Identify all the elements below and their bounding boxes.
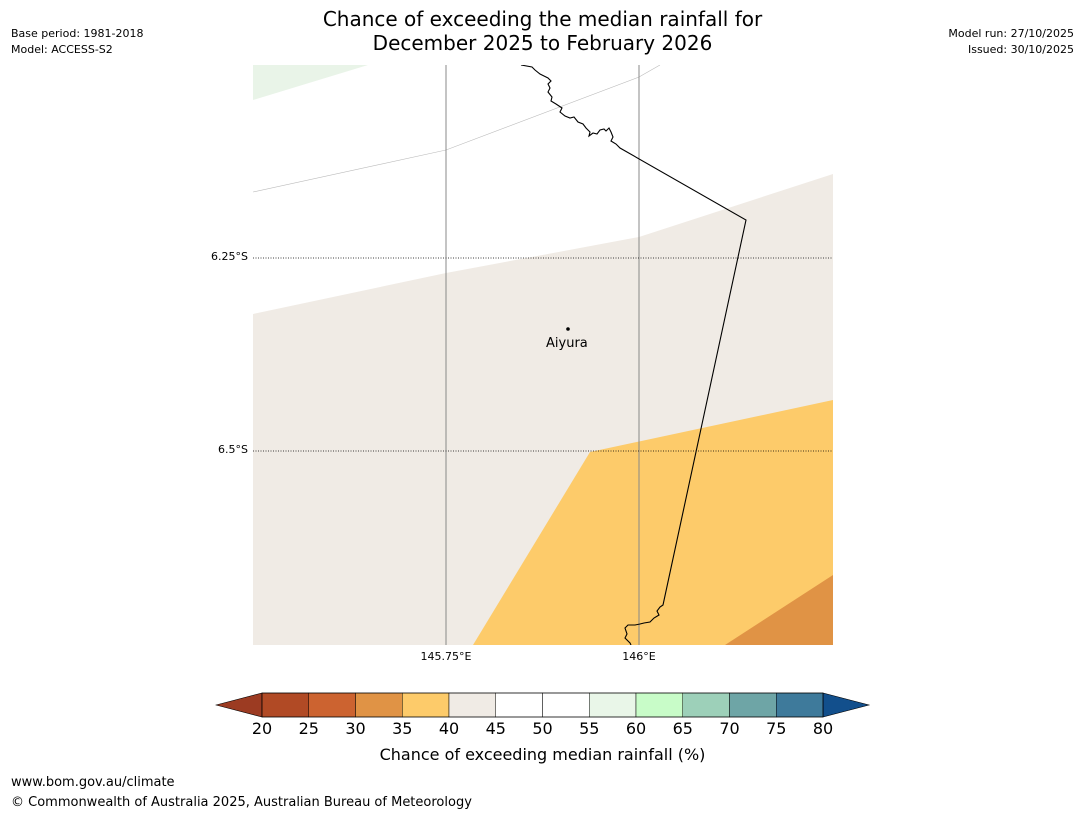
band-55-60-region <box>253 65 368 100</box>
colorbar-tick-label: 40 <box>438 719 460 738</box>
colorbar-tick-label: 70 <box>719 719 740 738</box>
footer-url: www.bom.gov.au/climate <box>11 775 175 790</box>
aiyura-location-marker <box>566 327 570 331</box>
colorbar-tick-label: 80 <box>812 719 834 738</box>
band-30-35-region <box>725 575 833 645</box>
colorbar-tick-label: 65 <box>672 719 693 738</box>
colorbar-segment <box>308 692 356 718</box>
colorbar-under-arrow <box>215 692 263 718</box>
colorbar <box>215 692 871 718</box>
colorbar-tick-label: 20 <box>251 719 273 738</box>
colorbar-segment <box>402 692 450 718</box>
colorbar-over-arrow <box>822 692 871 718</box>
colorbar-segment <box>448 692 496 718</box>
longitude-label-146e: 146°E <box>622 650 656 663</box>
metadata-right: Model run: 27/10/2025 Issued: 30/10/2025 <box>948 26 1074 58</box>
colorbar-tick-label: 25 <box>298 719 319 738</box>
base-period-text: Base period: 1981-2018 <box>11 27 144 40</box>
colorbar-segment <box>261 692 309 718</box>
map-title-line-1: Chance of exceeding the median rainfall … <box>322 7 763 31</box>
model-run-text: Model run: 27/10/2025 <box>948 27 1074 40</box>
contour-line <box>253 65 661 193</box>
colorbar-segment <box>542 692 590 718</box>
colorbar-segment <box>635 692 683 718</box>
metadata-left: Base period: 1981-2018 Model: ACCESS-S2 <box>11 26 143 58</box>
colorbar-label: Chance of exceeding median rainfall (%) <box>379 745 706 764</box>
latitude-label-6-5s: 6.5°S <box>218 443 248 456</box>
colorbar-tick-label: 30 <box>345 719 366 738</box>
colorbar-segment <box>776 692 824 718</box>
rainfall-map <box>253 65 833 645</box>
colorbar-tick-label: 60 <box>625 719 647 738</box>
colorbar-tick-label: 50 <box>532 719 553 738</box>
colorbar-tick-label: 45 <box>485 719 506 738</box>
colorbar-outline <box>261 692 824 718</box>
longitude-label-145-75e: 145.75°E <box>420 650 472 663</box>
footer-copyright: © Commonwealth of Australia 2025, Austra… <box>11 795 472 810</box>
colorbar-tick-label: 75 <box>766 719 787 738</box>
band-35-40-region <box>473 400 833 645</box>
aiyura-label: Aiyura <box>546 336 588 351</box>
issued-text: Issued: 30/10/2025 <box>967 43 1074 56</box>
model-text: Model: ACCESS-S2 <box>11 43 113 56</box>
map-title-line-2: December 2025 to February 2026 <box>372 31 713 55</box>
colorbar-segment <box>729 692 777 718</box>
colorbar-segment <box>495 692 543 718</box>
colorbar-tick-label: 35 <box>392 719 413 738</box>
latitude-label-6-25s: 6.25°S <box>211 250 248 263</box>
colorbar-segment <box>589 692 637 718</box>
colorbar-segment <box>355 692 403 718</box>
colorbar-segments <box>261 692 824 718</box>
province-boundary <box>520 65 747 645</box>
map-title: Chance of exceeding the median rainfall … <box>0 7 1085 55</box>
colorbar-tick-label: 55 <box>579 719 600 738</box>
colorbar-segment <box>682 692 730 718</box>
